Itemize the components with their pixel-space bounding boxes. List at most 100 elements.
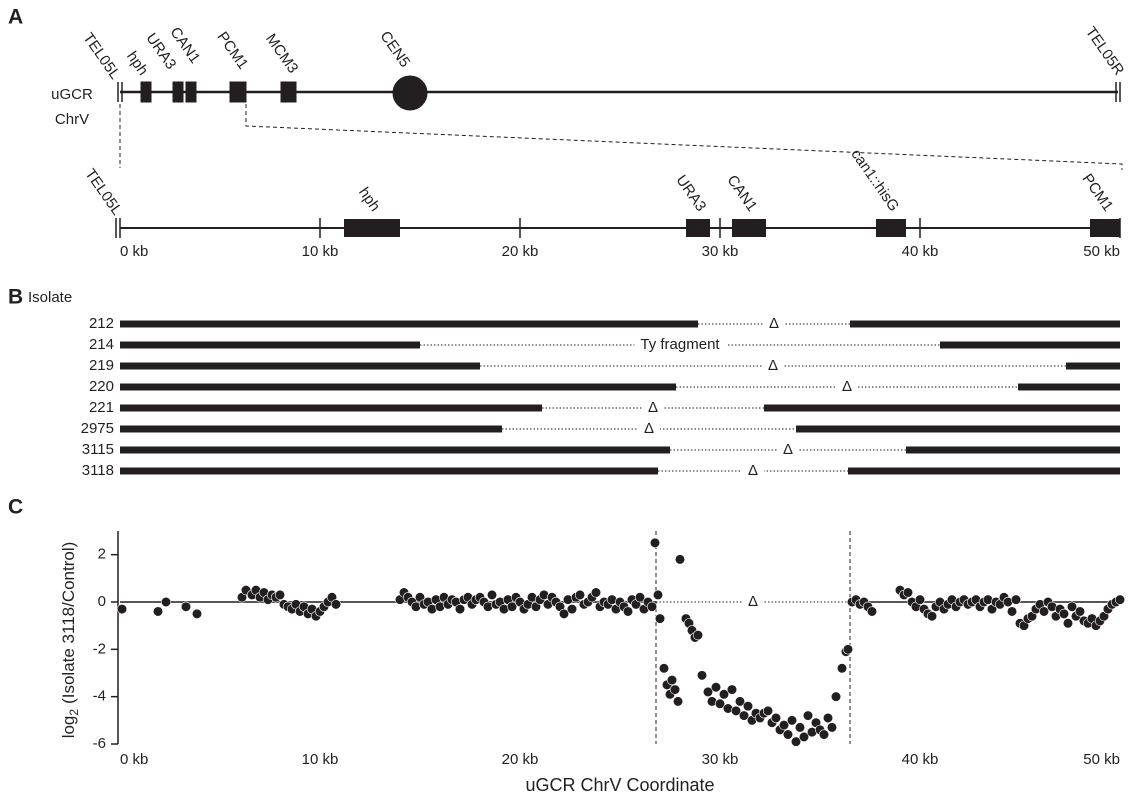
scale-tick-label: 50 kb (1083, 243, 1120, 260)
data-point (634, 592, 646, 603)
data-point (742, 701, 754, 712)
gap-label: Δ (768, 357, 778, 374)
panel-label: A (8, 6, 23, 29)
retained-segment (120, 404, 542, 412)
data-point (1114, 594, 1126, 605)
retained-segment (906, 446, 1120, 454)
retained-segment (120, 362, 480, 370)
isolate-label: 219 (89, 357, 114, 374)
data-point (666, 674, 678, 686)
data-point (590, 587, 602, 598)
feature-label: TEL05L (81, 166, 125, 219)
data-point (738, 710, 750, 721)
gene-label: PCM1 (1079, 171, 1117, 215)
data-point (330, 599, 342, 610)
y-tick-label: -6 (93, 735, 106, 752)
gene-box (229, 81, 247, 103)
isolate-label: 2975 (81, 420, 114, 437)
data-point (692, 630, 704, 641)
data-point (454, 603, 466, 615)
connector-line (245, 104, 1123, 170)
data-point (152, 606, 164, 617)
label-bg (741, 460, 765, 480)
scale-tick-label: 10 kb (302, 243, 339, 260)
retained-segment (1018, 383, 1120, 391)
data-point (830, 691, 842, 702)
chromosome (117, 75, 1121, 111)
label-bg (762, 313, 786, 333)
y-axis-title-rest: (Isolate 3118/Control) (59, 542, 78, 704)
data-point (902, 587, 914, 598)
data-point (566, 603, 578, 615)
label-bg (634, 334, 727, 354)
data-point (274, 589, 286, 601)
data-point (1038, 606, 1050, 617)
gene-label: CAN1 (724, 172, 761, 215)
feature-label: hph (123, 48, 151, 78)
isolate-label: 212 (89, 315, 114, 332)
data-point (649, 537, 661, 548)
column-header: Isolate (28, 289, 72, 306)
feature-label: CEN5 (377, 28, 414, 71)
data-point (1058, 608, 1070, 619)
gap-label: Δ (644, 420, 654, 437)
data-point (726, 684, 738, 695)
isolate-label: 3115 (82, 441, 114, 458)
data-point (782, 729, 794, 740)
panel-label: C (8, 496, 23, 519)
scale-tick-label: 0 kb (120, 243, 148, 260)
data-point (696, 670, 708, 681)
retained-segment (120, 425, 502, 433)
data-point (818, 729, 830, 740)
y-tick-label: -2 (93, 640, 106, 657)
retained-segment (940, 341, 1120, 349)
x-axis-title: uGCR ChrV Coordinate (525, 775, 714, 795)
feature-label: TEL05L (79, 30, 123, 83)
retained-segment (1066, 362, 1120, 370)
x-tick-label: 20 kb (502, 751, 539, 768)
feature-label: PCM1 (214, 29, 252, 73)
data-point (1074, 606, 1086, 617)
data-point (778, 719, 790, 731)
data-point (730, 705, 742, 716)
gap-label: Δ (842, 378, 852, 395)
data-point (160, 596, 172, 608)
label-bg (761, 355, 785, 375)
data-point (658, 663, 670, 674)
gap-label: Δ (783, 441, 793, 458)
data-point (786, 715, 798, 726)
data-point (842, 644, 854, 655)
retained-segment (120, 320, 698, 328)
data-point (654, 613, 666, 624)
gene-box (732, 219, 766, 237)
data-point (926, 611, 938, 622)
data-point (669, 684, 681, 695)
retained-segment (764, 404, 1120, 412)
data-point (506, 601, 518, 612)
scale-tick-label: 20 kb (502, 243, 539, 260)
x-tick-label: 40 kb (902, 751, 939, 768)
gap-label: Δ (748, 593, 758, 610)
isolate-label: 3118 (82, 462, 114, 479)
x-tick-label: 30 kb (702, 751, 739, 768)
x-tick-label: 10 kb (302, 751, 339, 768)
scale-tick-label: 40 kb (902, 243, 939, 260)
data-point (718, 689, 730, 700)
y-axis-title-text: log (59, 716, 78, 739)
gap-label: Δ (748, 462, 758, 479)
data-point (116, 603, 128, 615)
data-point (646, 601, 658, 612)
gap-label: Ty fragment (640, 336, 720, 353)
data-point (486, 589, 498, 601)
x-tick-label: 0 kb (120, 751, 148, 768)
feature-label: MCM3 (262, 31, 301, 77)
scale-tick-label: 30 kb (702, 243, 739, 260)
gene-box (876, 219, 906, 237)
centromere (392, 75, 428, 111)
data-point (866, 606, 878, 617)
y-tick-label: 0 (98, 593, 106, 610)
gene-box (172, 81, 184, 103)
data-point (714, 698, 726, 709)
